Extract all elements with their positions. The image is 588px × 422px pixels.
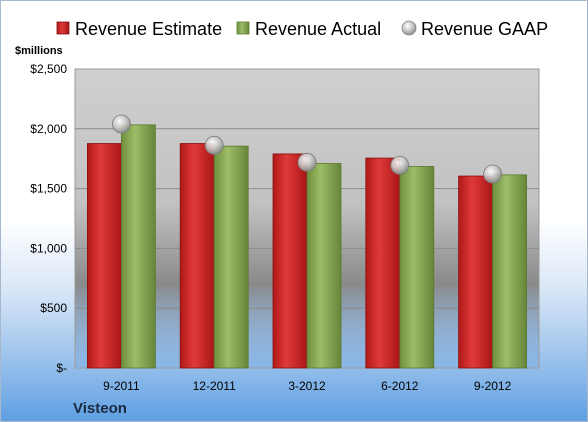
- x-tick-label: 9-2012: [474, 379, 512, 393]
- legend-label-estimate: Revenue Estimate: [75, 19, 222, 39]
- bar-revenue-estimate: [458, 175, 494, 369]
- legend-label-gaap: Revenue GAAP: [421, 19, 548, 39]
- x-tick-label: 12-2011: [193, 379, 236, 393]
- marker-revenue-gaap: [112, 114, 131, 134]
- gaap-markers: [112, 114, 503, 184]
- legend-label-actual: Revenue Actual: [255, 19, 381, 39]
- x-tick-label: 3-2012: [288, 379, 326, 393]
- bar-revenue-estimate: [179, 143, 215, 369]
- legend: Revenue Estimate Revenue Actual Revenue …: [56, 19, 548, 39]
- x-tick-label: 6-2012: [381, 379, 419, 393]
- bar-revenue-estimate: [272, 153, 308, 369]
- y-tick-label: $500: [40, 301, 67, 315]
- bars: [87, 124, 528, 369]
- marker-revenue-gaap: [297, 152, 317, 172]
- marker-revenue-gaap: [483, 164, 503, 184]
- x-tick-label: 9-2011: [103, 379, 140, 393]
- marker-revenue-gaap: [204, 135, 224, 155]
- y-tick-label: $2,500: [30, 62, 67, 76]
- x-axis-ticks: 9-2011 12-2011 3-2012 6-2012 9-2012: [103, 379, 511, 393]
- y-tick-label: $1,500: [30, 182, 67, 196]
- bar-revenue-actual: [213, 145, 249, 369]
- y-tick-label: $-: [56, 361, 67, 375]
- bar-revenue-actual: [306, 163, 342, 369]
- y-tick-label: $1,000: [30, 241, 67, 255]
- legend-item-revenue-actual: Revenue Actual: [236, 19, 381, 39]
- y-axis-ticks: $- $500 $1,000 $1,500 $2,000 $2,500: [30, 62, 67, 375]
- bar-revenue-estimate: [365, 157, 401, 369]
- legend-swatch-actual: [236, 21, 250, 35]
- bar-revenue-actual: [492, 174, 528, 369]
- legend-item-revenue-gaap: Revenue GAAP: [401, 19, 548, 39]
- bar-revenue-estimate: [87, 143, 122, 369]
- legend-item-revenue-estimate: Revenue Estimate: [56, 19, 222, 39]
- bar-revenue-actual: [121, 124, 156, 369]
- y-axis-unit-label: $millions: [15, 45, 63, 57]
- marker-revenue-gaap: [390, 155, 410, 175]
- y-tick-label: $2,000: [30, 122, 67, 136]
- legend-marker-gaap: [401, 20, 417, 36]
- legend-swatch-estimate: [56, 21, 70, 35]
- company-label: Visteon: [73, 400, 127, 417]
- bar-revenue-actual: [399, 166, 435, 369]
